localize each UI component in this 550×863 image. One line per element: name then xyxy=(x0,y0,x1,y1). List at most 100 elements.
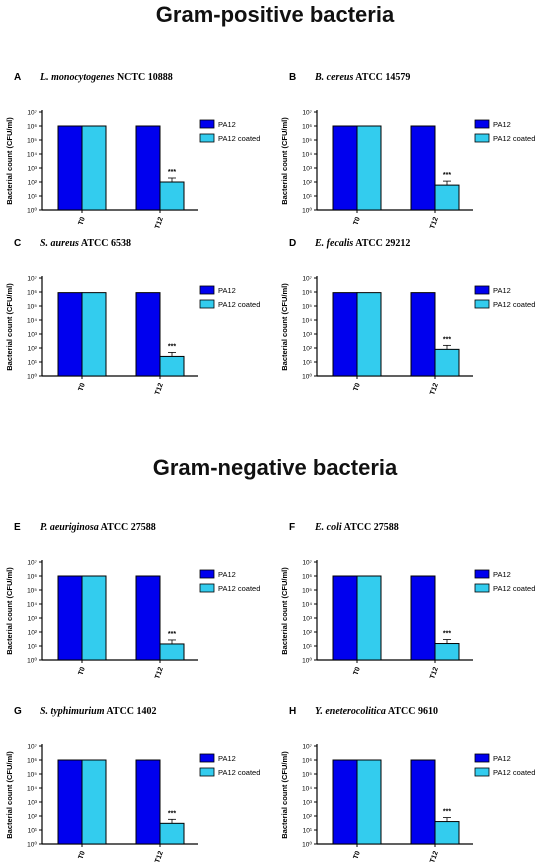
organism-name: E. fecalis xyxy=(314,238,353,249)
y-tick-label: 10⁰ xyxy=(302,841,312,849)
bar-pa12-t0 xyxy=(57,292,83,377)
x-tick-label: T12 xyxy=(429,216,440,230)
y-axis-label: Bacterial count (CFU/ml) xyxy=(280,567,289,655)
panel-letter: G xyxy=(14,706,22,717)
bar-pa12-coated-t0 xyxy=(356,575,382,661)
panel-letter: D xyxy=(289,238,296,249)
y-tick-label: 10³ xyxy=(28,332,38,339)
y-tick-label: 10⁵ xyxy=(302,588,312,595)
panel-title: Y. eneterocolitica ATCC 9610 xyxy=(315,706,438,717)
y-tick-label: 10⁰ xyxy=(27,657,37,665)
y-tick-label: 10⁶ xyxy=(302,574,312,581)
panel-title: L. monocytogenes NCTC 10888 xyxy=(39,72,173,83)
y-tick-label: 10¹ xyxy=(303,360,313,367)
organism-name: S. aureus xyxy=(40,238,79,249)
bar-pa12-t12 xyxy=(135,292,161,377)
legend-swatch xyxy=(474,767,490,777)
y-tick-label: 10¹ xyxy=(303,194,313,201)
legend-label: PA12 xyxy=(493,754,511,763)
y-tick-label: 10⁰ xyxy=(27,207,37,215)
y-tick-label: 10¹ xyxy=(28,360,38,367)
y-tick-label: 10³ xyxy=(303,800,313,807)
bar-pa12-t0 xyxy=(57,759,83,845)
bar-pa12-coated-t12 xyxy=(434,348,460,377)
y-tick-label: 10⁶ xyxy=(302,290,312,297)
y-axis-label: Bacterial count (CFU/ml) xyxy=(5,751,14,839)
significance-marker: *** xyxy=(168,810,176,817)
y-tick-label: 10⁷ xyxy=(27,276,37,283)
legend-swatch xyxy=(199,583,215,593)
legend-label: PA12 coated xyxy=(218,768,260,777)
legend-label: PA12 coated xyxy=(218,300,260,309)
x-tick-label: T0 xyxy=(353,666,362,676)
x-tick-label: T12 xyxy=(429,850,440,863)
bar-pa12-t0 xyxy=(332,575,358,661)
bar-pa12-t12 xyxy=(410,575,436,661)
y-axis-label: Bacterial count (CFU/ml) xyxy=(5,117,14,205)
panel-title: S. typhimurium ATCC 1402 xyxy=(40,706,157,717)
y-tick-label: 10³ xyxy=(28,800,38,807)
chart-panel-b: B B. cereus ATCC 14579 Bacterial count (CF… xyxy=(280,72,535,230)
y-tick-label: 10⁶ xyxy=(27,124,37,131)
bar-pa12-t0 xyxy=(332,125,358,211)
strain-name: ATCC 1402 xyxy=(104,706,156,717)
y-tick-label: 10² xyxy=(28,814,38,821)
y-tick-label: 10³ xyxy=(303,616,313,623)
legend-label: PA12 coated xyxy=(493,300,535,309)
y-tick-label: 10⁶ xyxy=(27,758,37,765)
y-tick-label: 10¹ xyxy=(303,644,313,651)
legend-label: PA12 xyxy=(493,286,511,295)
legend-swatch xyxy=(474,299,490,309)
y-tick-label: 10⁷ xyxy=(302,744,312,751)
y-tick-label: 10¹ xyxy=(28,828,38,835)
strain-name: ATCC 29212 xyxy=(353,238,410,249)
y-tick-label: 10⁴ xyxy=(302,602,312,609)
panel-title: P. aeuriginosa ATCC 27588 xyxy=(40,522,156,533)
legend-label: PA12 xyxy=(218,286,236,295)
y-tick-label: 10⁷ xyxy=(302,110,312,117)
y-tick-label: 10⁵ xyxy=(27,772,37,779)
legend-swatch xyxy=(199,133,215,143)
y-tick-label: 10⁶ xyxy=(27,574,37,581)
y-tick-label: 10² xyxy=(303,630,313,637)
bar-pa12-coated-t0 xyxy=(81,759,107,845)
y-tick-label: 10² xyxy=(303,180,313,187)
bar-pa12-t12 xyxy=(410,759,436,845)
y-tick-label: 10⁷ xyxy=(302,560,312,567)
panel-letter: H xyxy=(289,706,296,717)
bar-pa12-coated-t0 xyxy=(81,292,107,377)
bar-pa12-coated-t0 xyxy=(356,759,382,845)
y-tick-label: 10⁵ xyxy=(302,304,312,311)
chart-panel-g: G S. typhimurium ATCC 1402 Bacterial count… xyxy=(5,706,260,863)
y-tick-label: 10⁰ xyxy=(302,657,312,665)
strain-name: ATCC 27588 xyxy=(99,522,156,533)
legend-swatch xyxy=(199,767,215,777)
organism-name: P. aeuriginosa xyxy=(40,522,99,533)
y-tick-label: 10⁴ xyxy=(27,602,37,609)
y-tick-label: 10² xyxy=(28,346,38,353)
bar-pa12-coated-t12 xyxy=(159,181,185,211)
y-tick-label: 10³ xyxy=(28,616,38,623)
panel-letter: E xyxy=(14,522,21,533)
legend-swatch xyxy=(474,133,490,143)
bar-pa12-coated-t0 xyxy=(81,125,107,211)
significance-marker: *** xyxy=(443,172,451,179)
x-tick-label: T0 xyxy=(78,216,87,226)
organism-name: S. typhimurium xyxy=(40,706,105,717)
y-tick-label: 10⁷ xyxy=(27,744,37,751)
bar-pa12-coated-t12 xyxy=(434,184,460,211)
y-tick-label: 10⁵ xyxy=(27,138,37,145)
bar-pa12-t12 xyxy=(135,575,161,661)
legend-label: PA12 xyxy=(218,120,236,129)
y-tick-label: 10⁶ xyxy=(302,758,312,765)
x-tick-label: T12 xyxy=(154,382,165,396)
bar-pa12-coated-t0 xyxy=(356,292,382,377)
y-tick-label: 10⁴ xyxy=(302,152,312,159)
y-tick-label: 10¹ xyxy=(303,828,313,835)
bar-pa12-coated-t12 xyxy=(159,643,185,661)
significance-marker: *** xyxy=(443,809,451,816)
x-tick-label: T0 xyxy=(353,216,362,226)
legend-label: PA12 coated xyxy=(493,134,535,143)
organism-name: L. monocytogenes xyxy=(39,72,115,83)
legend-label: PA12 xyxy=(218,570,236,579)
